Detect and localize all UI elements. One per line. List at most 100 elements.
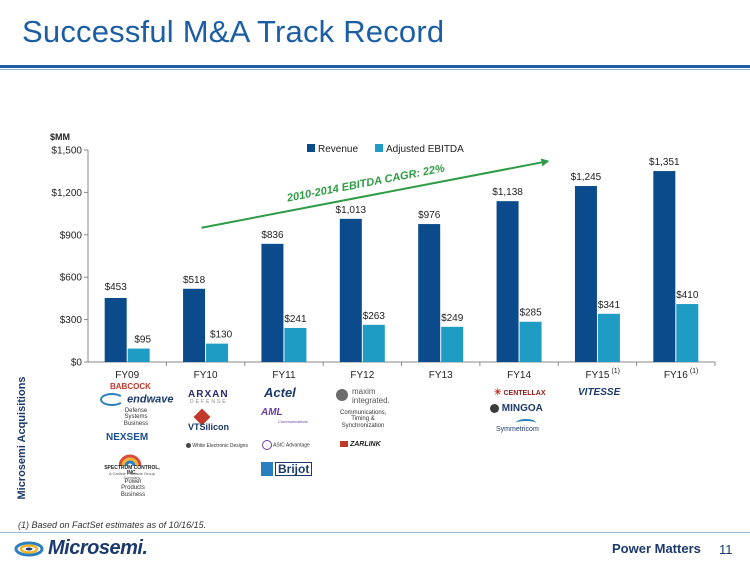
microsemi-logo: Microsemi. <box>14 537 148 560</box>
defense-systems-business: Defense Systems Business <box>123 408 149 427</box>
tagline: Power Matters <box>612 541 701 556</box>
revenue-bar <box>653 171 676 362</box>
revenue-data-label: $518 <box>183 275 206 286</box>
aml-logo: AML <box>261 407 283 418</box>
vitesse-logo: VITESSE <box>578 387 621 398</box>
maxim-circle-icon <box>336 389 348 401</box>
x-tick-label: FY16 <box>664 370 688 381</box>
arxan-logo: ARXAN <box>188 389 229 400</box>
ebitda-bar <box>362 324 385 362</box>
mingoa-logo-text: MINGOA <box>501 403 543 415</box>
y-tick-label: $300 <box>60 315 83 326</box>
actel-logo: Actel <box>264 385 296 400</box>
asic-advantage-logo: ASIC Advantage <box>262 440 310 450</box>
babcock-logo: BABCOCK <box>110 382 151 391</box>
zarlink-logo: ZARLINK <box>340 441 381 448</box>
legend-label-ebitda: Adjusted EBITDA <box>386 144 464 155</box>
white-electronic-designs-logo: White Electronic Designs <box>186 443 248 449</box>
revenue-data-label: $453 <box>105 282 128 293</box>
ebitda-data-label: $130 <box>210 330 233 341</box>
nexsem-logo: NEXSEM <box>106 432 149 443</box>
centellax-logo-text: CENTELLAX <box>503 390 546 397</box>
microsemi-swirl-icon <box>14 541 44 556</box>
ebitda-data-label: $249 <box>441 313 464 324</box>
spectrum-control-logo: SPECTRUM CONTROL, INC. <box>104 465 160 477</box>
ebitda-bar <box>676 304 699 362</box>
vtsilicon-logo-text: VTSilicon <box>188 422 230 432</box>
revenue-bar <box>261 243 284 362</box>
y-tick-label: $1,500 <box>51 146 82 157</box>
centellax-logo: ✳ CENTELLAX <box>494 387 546 397</box>
x-tick-label: FY14 <box>507 370 531 381</box>
x-tick-label: FY13 <box>429 370 453 381</box>
y-tick-label: $0 <box>71 358 83 369</box>
endwave-logo-text: endwave <box>127 393 174 406</box>
communications-timing-sync: Communications, Timing & Synchronization <box>340 410 387 429</box>
y-tick-label: $1,200 <box>51 188 82 199</box>
ebitda-data-label: $241 <box>284 314 307 325</box>
revenue-bar <box>339 218 362 362</box>
zarlink-icon <box>340 441 348 448</box>
y-tick-label: $900 <box>60 230 83 241</box>
y-tick-label: $600 <box>60 273 83 284</box>
bar-chart: $MM $0 $300 $600 $900 $1,200 $1,500 FY09 FY10 FY1… <box>50 132 716 381</box>
arxan-subtitle: DEFENSE <box>190 399 228 405</box>
x-tick-label: FY12 <box>350 370 374 381</box>
ebitda-data-label: $263 <box>363 311 386 322</box>
x-tick-label: FY11 <box>272 370 296 381</box>
microsemi-wordmark: Microsemi. <box>48 537 148 559</box>
page-title: Successful M&A Track Record <box>22 14 445 49</box>
zarlink-logo-text: ZARLINK <box>349 441 381 448</box>
ebitda-bar <box>284 327 307 362</box>
ebitda-bar <box>441 326 464 362</box>
cagr-arrow <box>201 158 550 229</box>
endwave-logo: endwave <box>100 393 174 406</box>
page-number: 11 <box>719 542 733 557</box>
side-label: Microsemi Acquisitions <box>16 376 28 500</box>
ebitda-bar <box>206 343 229 362</box>
brijot-logo-text: Brijot <box>275 461 313 477</box>
aml-subtitle: Communications <box>278 419 308 424</box>
ebitda-bar <box>519 321 542 362</box>
mingoa-icon <box>490 404 499 413</box>
ebitda-data-label: $285 <box>519 308 542 319</box>
cagr-annotation: 2010-2014 EBITDA CAGR: 22% <box>285 163 446 205</box>
endwave-swoosh-icon <box>100 393 124 406</box>
asic-advantage-text: ASIC Advantage <box>273 442 310 449</box>
revenue-data-label: $1,138 <box>492 187 523 198</box>
y-unit-label: $MM <box>50 132 70 142</box>
centellax-star-icon: ✳ <box>494 387 502 397</box>
x-tick-label: FY10 <box>194 370 218 381</box>
title-divider-thin <box>0 69 750 70</box>
x-tick-label: FY15 <box>585 370 609 381</box>
ebitda-bar <box>597 313 620 362</box>
revenue-bar <box>104 297 127 362</box>
title-divider <box>0 65 750 68</box>
white-electronic-designs-text: White Electronic Designs <box>192 442 248 449</box>
spectrum-rainbow-icon <box>119 454 141 467</box>
maxim-logo-text: maxim integrated. <box>352 387 390 405</box>
revenue-data-label: $1,351 <box>649 157 680 168</box>
brijot-square-icon <box>261 462 273 476</box>
revenue-data-label: $836 <box>261 230 284 241</box>
legend-swatch-ebitda <box>375 144 383 152</box>
revenue-bar <box>496 201 519 362</box>
ebitda-data-label: $410 <box>676 290 699 301</box>
ebitda-bar <box>127 348 150 362</box>
legend-swatch-revenue <box>307 144 315 152</box>
brijot-logo: Brijot <box>261 460 313 478</box>
revenue-bar <box>574 186 597 362</box>
symmetricom-logo: Symmetricom <box>496 419 546 437</box>
legend-label-revenue: Revenue <box>318 144 358 155</box>
revenue-bar <box>183 288 206 362</box>
asic-advantage-icon <box>262 440 272 450</box>
footnote: (1) Based on FactSet estimates as of 10/… <box>18 520 207 530</box>
revenue-data-label: $976 <box>418 210 441 221</box>
power-products-business: Power Products Business <box>120 479 146 498</box>
vtsilicon-logo: VTSilicon <box>186 408 236 432</box>
spectrum-control-subtitle: A Carlisle Products Group Company <box>108 471 156 481</box>
x-tick-superscript: (1) <box>690 368 699 375</box>
maxim-logo: maxim integrated. <box>336 387 396 409</box>
revenue-data-label: $1,013 <box>336 205 367 216</box>
white-electronic-designs-icon <box>186 443 191 448</box>
